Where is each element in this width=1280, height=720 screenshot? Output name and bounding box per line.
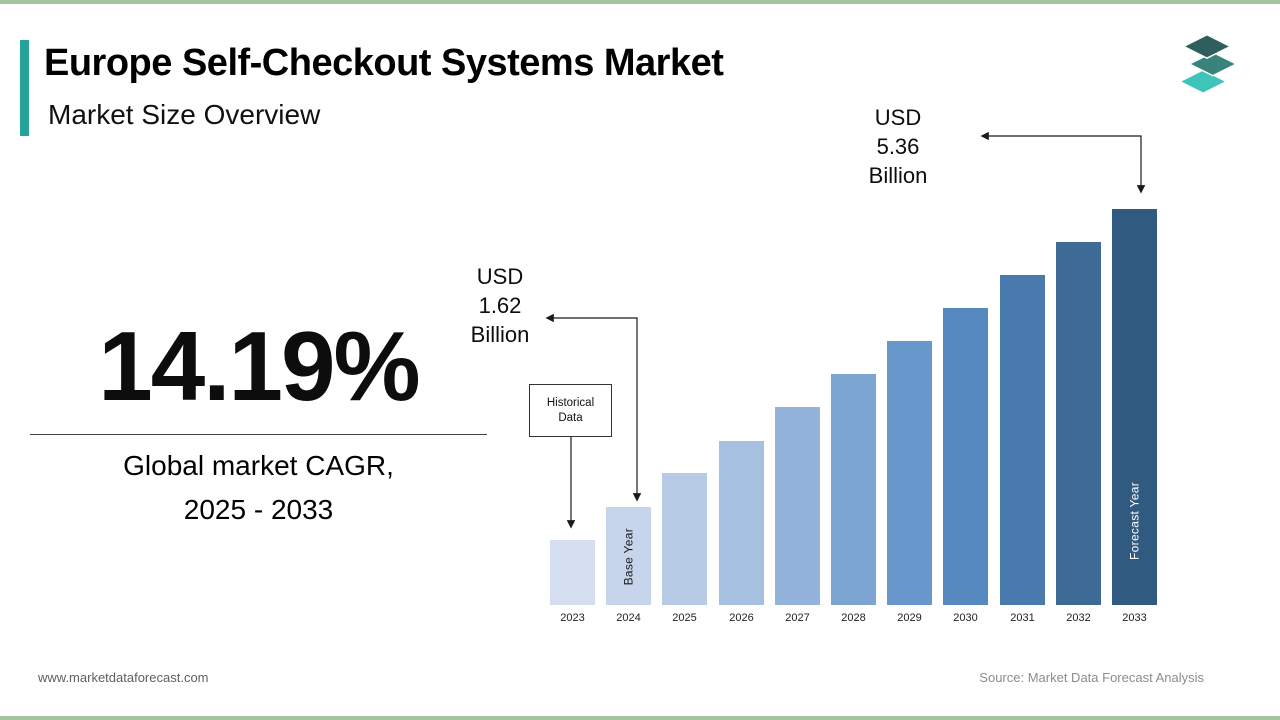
base-year-label: Base Year [621, 527, 636, 585]
bar-2024 [606, 507, 651, 605]
x-axis-label-2033: 2033 [1122, 612, 1147, 624]
x-axis-label-2023: 2023 [560, 612, 585, 624]
x-axis-label-2024: 2024 [616, 612, 641, 624]
usd-1-62-billion-annotation: USD 1.62 Billion [452, 262, 548, 349]
bar-2033 [1112, 209, 1157, 605]
cagr-caption-line1: Global market CAGR, [123, 450, 394, 481]
top-border-line [0, 0, 1280, 4]
x-axis-label-2032: 2032 [1066, 612, 1091, 624]
x-axis-label-2027: 2027 [785, 612, 810, 624]
x-axis-label-2031: 2031 [1010, 612, 1035, 624]
bar-2031 [1000, 275, 1045, 605]
bar-2025 [662, 473, 707, 605]
bar-2027 [775, 407, 820, 605]
annotation-line: 1.62 [478, 293, 522, 318]
website-url: www.marketdataforecast.com [38, 670, 209, 685]
bottom-border-line [0, 716, 1280, 720]
bar-2029 [887, 341, 932, 605]
x-axis-label-2028: 2028 [841, 612, 866, 624]
page-title: Europe Self-Checkout Systems Market [44, 42, 724, 84]
stat-divider-line [30, 434, 487, 435]
cagr-caption-line2: 2025 - 2033 [183, 494, 334, 525]
x-axis-label-2025: 2025 [672, 612, 697, 624]
layers-logo-icon [1178, 33, 1238, 95]
bar-2032 [1056, 242, 1101, 605]
source-text: Source: Market Data Forecast Analysis [979, 670, 1204, 685]
x-axis-label-2030: 2030 [953, 612, 978, 624]
x-axis-label-2026: 2026 [729, 612, 754, 624]
bar-2030 [943, 308, 988, 605]
page-subtitle: Market Size Overview [48, 99, 321, 130]
annotation-line: Billion [868, 163, 928, 188]
cagr-caption: Global market CAGR, 2025 - 2033 [30, 444, 487, 532]
bar-2028 [831, 374, 876, 605]
historical-data-label: Historical Data [529, 384, 612, 437]
x-axis-label-2029: 2029 [897, 612, 922, 624]
cagr-value: 14.19% [98, 311, 420, 421]
annotation-line: 5.36 [876, 134, 920, 159]
usd-5-36-billion-annotation: USD 5.36 Billion [850, 103, 946, 190]
annotation-line: Billion [470, 322, 530, 347]
annotation-line: USD [476, 264, 524, 289]
forecast-year-label: Forecast Year [1127, 482, 1142, 560]
bar-2026 [719, 441, 764, 605]
market-data-forecast-logo [1168, 30, 1246, 103]
historical-data-text: Historical Data [546, 396, 595, 424]
bar-2023 [550, 540, 595, 605]
annotation-line: USD [874, 105, 922, 130]
title-accent-bar [20, 40, 29, 136]
